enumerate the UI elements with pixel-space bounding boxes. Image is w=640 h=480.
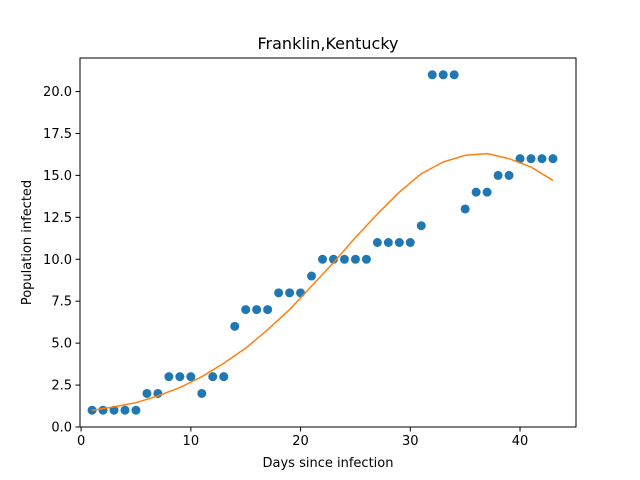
x-tick-label: 40 [512, 434, 529, 449]
x-axis-label: Days since infection [263, 456, 394, 471]
data-point [383, 238, 393, 247]
data-point [98, 405, 108, 415]
data-point [175, 372, 185, 382]
data-point [416, 221, 426, 231]
data-point [142, 388, 152, 398]
data-point [252, 305, 262, 315]
fit-curve-line [91, 152, 554, 411]
data-point [471, 187, 481, 197]
data-point [449, 70, 459, 80]
data-point [361, 254, 371, 264]
data-point [285, 288, 295, 298]
data-point [197, 388, 207, 398]
data-point [350, 254, 360, 264]
data-point [339, 254, 349, 264]
data-point [109, 405, 119, 415]
data-point [438, 70, 448, 80]
data-point [219, 372, 229, 382]
data-point [241, 305, 251, 315]
data-point [318, 254, 328, 264]
y-tick-label: 0.0 [51, 421, 72, 436]
x-tick-label: 10 [183, 434, 200, 449]
data-point [405, 238, 415, 247]
data-point [164, 372, 174, 382]
data-point [394, 238, 404, 247]
y-tick-label: 12.5 [43, 211, 72, 226]
chart-title: Franklin,Kentucky [258, 34, 399, 53]
y-tick-label: 17.5 [43, 127, 72, 142]
data-point [328, 254, 338, 264]
data-point [120, 405, 130, 415]
data-point [526, 154, 536, 164]
data-point [296, 288, 306, 298]
x-tick-label: 30 [402, 434, 419, 449]
data-point [274, 288, 284, 298]
y-axis-label: Population infected [20, 180, 35, 305]
y-tick-label: 20.0 [43, 85, 72, 100]
y-tick-label: 10.0 [43, 253, 72, 268]
data-point [460, 204, 470, 214]
y-tick-label: 2.5 [51, 379, 72, 394]
x-tick-label: 20 [292, 434, 309, 449]
data-point [208, 372, 218, 382]
data-point [482, 187, 492, 197]
y-tick-label: 5.0 [51, 337, 72, 352]
data-point [504, 170, 514, 180]
y-tick-label: 15.0 [43, 169, 72, 184]
data-point [493, 170, 503, 180]
data-point [307, 271, 317, 281]
data-point [230, 321, 240, 331]
x-tick-label: 0 [77, 434, 85, 449]
data-point [427, 70, 437, 80]
data-point [372, 238, 382, 247]
data-point [131, 405, 141, 415]
y-tick-label: 7.5 [51, 295, 72, 310]
data-point [537, 154, 547, 164]
data-point [548, 154, 558, 164]
data-point [515, 154, 525, 164]
axes-frame [79, 57, 577, 428]
data-point [186, 372, 196, 382]
data-point [263, 305, 273, 315]
